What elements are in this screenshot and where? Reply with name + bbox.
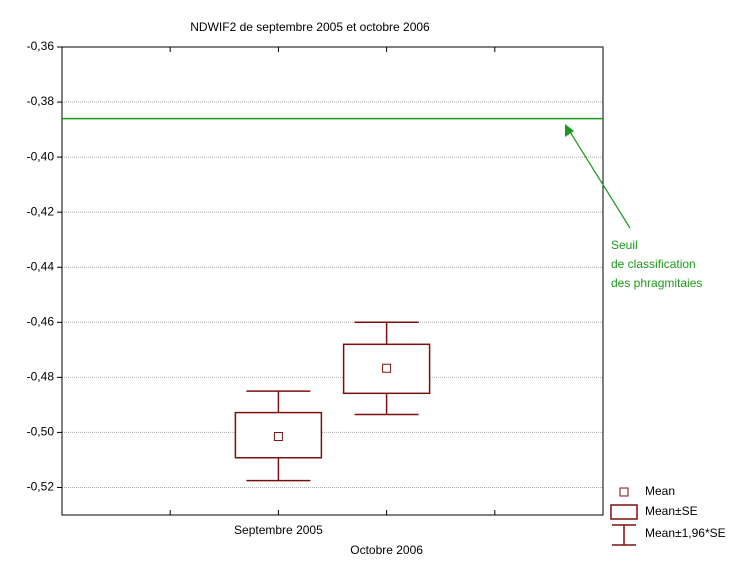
x-tick-label: Octobre 2006 <box>350 543 423 557</box>
legend-label: Mean <box>645 484 675 498</box>
mean-marker <box>273 432 283 442</box>
annotation: Seuil <box>611 238 638 252</box>
annotation-arrow <box>566 126 631 229</box>
chart-title: NDWIF2 de septembre 2005 et octobre 2006 <box>190 20 430 34</box>
plot-frame <box>61 46 604 516</box>
y-tick-label: -0,46 <box>27 314 55 328</box>
y-tick-label: -0,42 <box>27 204 55 218</box>
annotation: de classification <box>611 257 696 271</box>
y-tick-label: -0,44 <box>27 259 55 273</box>
annotation: des phragmitaies <box>611 276 702 290</box>
y-tick-label: -0,52 <box>27 480 55 494</box>
legend-label: Mean±SE <box>645 504 698 518</box>
y-tick-label: -0,50 <box>27 425 55 439</box>
x-tick-label: Septembre 2005 <box>234 523 323 537</box>
y-tick-label: -0,40 <box>27 149 55 163</box>
legend-mean-symbol <box>619 487 629 497</box>
y-tick-label: -0,48 <box>27 370 55 384</box>
y-tick-label: -0,36 <box>27 39 55 53</box>
legend-se-symbol <box>610 504 638 520</box>
mean-marker <box>382 363 392 373</box>
y-tick-label: -0,38 <box>27 94 55 108</box>
arrow-head <box>565 124 574 137</box>
legend-label: Mean±1,96*SE <box>645 526 726 540</box>
